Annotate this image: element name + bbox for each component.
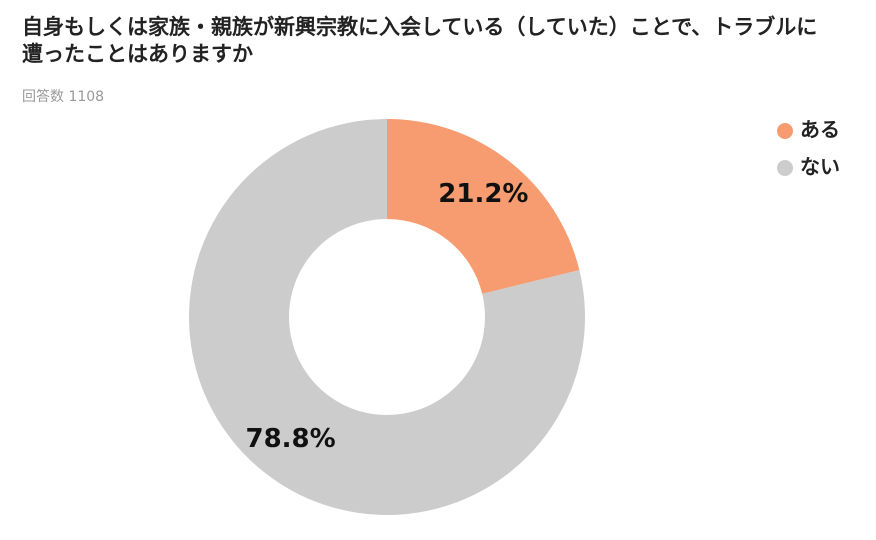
legend-label: ある (800, 118, 840, 142)
donut-slice (387, 119, 580, 294)
value-label: 21.2% (438, 179, 528, 209)
legend-label: ない (800, 155, 840, 179)
legend-marker (777, 160, 793, 176)
chart-subtitle: 回答数 1108 (22, 89, 105, 105)
value-label: 78.8% (246, 424, 336, 454)
chart-title: 自身もしくは家族・親族が新興宗教に入会している（していた）ことで、トラブルに遭っ… (22, 15, 818, 66)
donut-slice (188, 119, 586, 515)
legend-marker (777, 123, 793, 139)
